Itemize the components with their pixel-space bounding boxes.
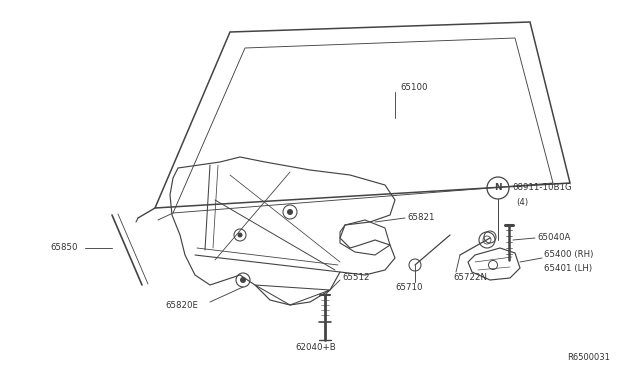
Text: 65401 (LH): 65401 (LH) (544, 263, 592, 273)
Text: 65722N: 65722N (453, 273, 487, 282)
Text: 08911-10B1G: 08911-10B1G (512, 183, 572, 192)
Text: 65710: 65710 (395, 283, 422, 292)
Text: 65040A: 65040A (537, 234, 570, 243)
Text: (4): (4) (516, 198, 528, 206)
Text: 65100: 65100 (400, 83, 428, 93)
Circle shape (240, 277, 246, 283)
Text: 62040+B: 62040+B (295, 343, 336, 353)
Text: 65850: 65850 (50, 244, 77, 253)
Text: 65821: 65821 (407, 214, 435, 222)
Circle shape (287, 209, 293, 215)
Text: N: N (494, 183, 502, 192)
Text: R6500031: R6500031 (567, 353, 610, 362)
Text: 65820E: 65820E (165, 301, 198, 310)
Circle shape (237, 232, 243, 237)
Text: 65512: 65512 (342, 273, 369, 282)
Text: 65400 (RH): 65400 (RH) (544, 250, 593, 260)
